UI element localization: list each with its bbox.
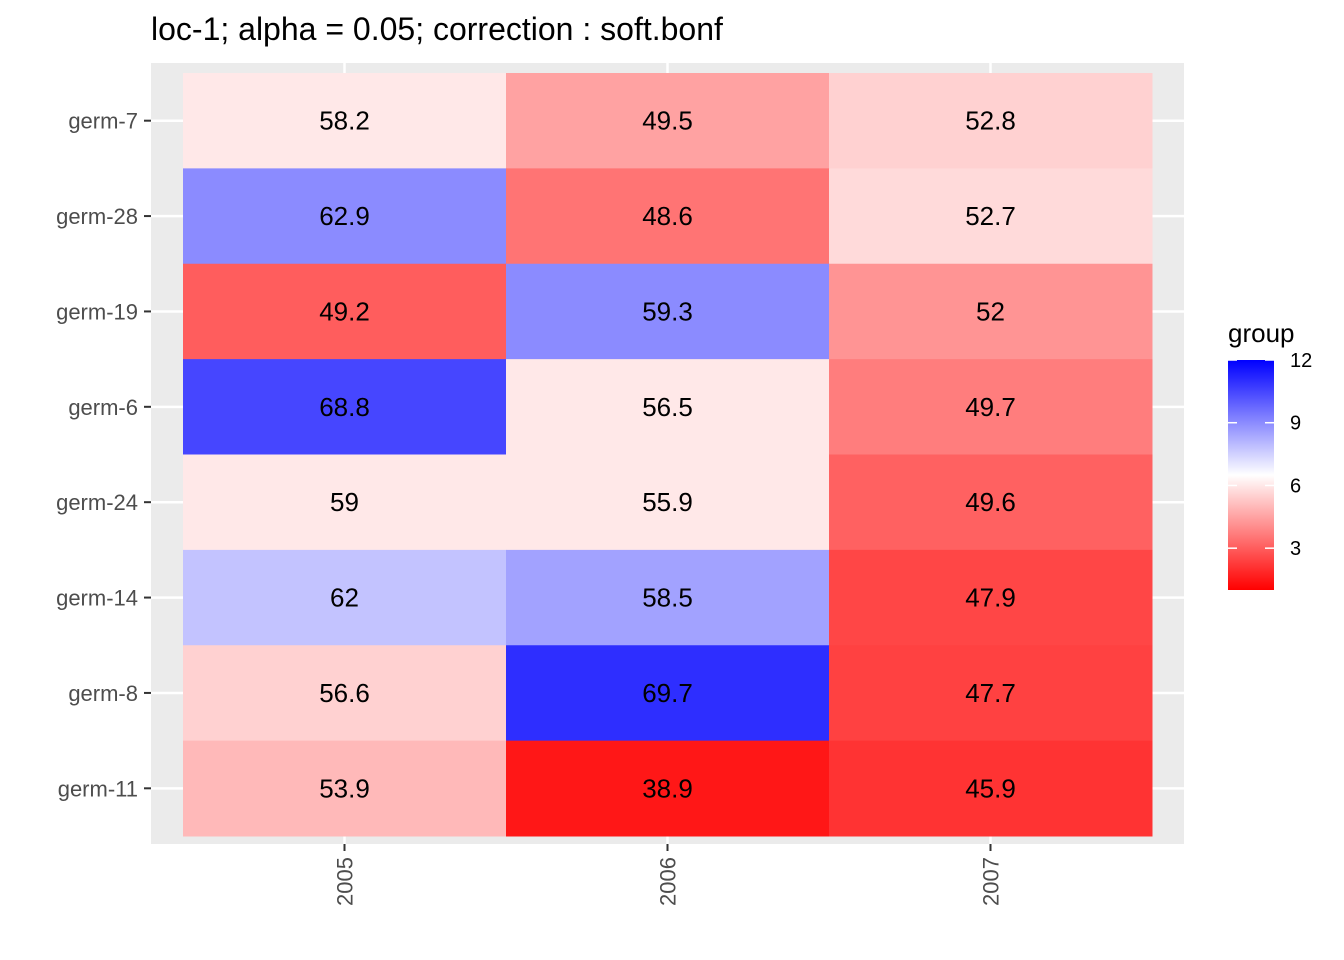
heatmap-cell — [506, 168, 830, 265]
y-tick-label: germ-11 — [58, 776, 138, 801]
cell-value-label: 52.8 — [965, 106, 1016, 136]
legend-title: group — [1228, 318, 1295, 348]
y-tick-label: germ-7 — [68, 109, 138, 134]
cell-value-label: 52 — [976, 296, 1005, 326]
cell-labels: 58.2 49.5 52.8 62.9 48.6 52.7 49.2 59.3 52 68.8 56… — [319, 106, 1016, 804]
heatmap-cell — [506, 359, 830, 455]
cell-value-label: 47.7 — [965, 678, 1016, 708]
heatmap-cell — [183, 168, 507, 265]
x-axis: 2005 2006 2007 — [333, 844, 1004, 906]
heatmap-cell — [506, 645, 830, 742]
cell-value-label: 58.2 — [319, 106, 370, 136]
legend-tick-label: 3 — [1290, 538, 1301, 560]
x-tick-label: 2007 — [979, 857, 1004, 906]
legend-tick-label: 9 — [1290, 413, 1301, 435]
heatmap-cell — [506, 549, 830, 646]
cell-value-label: 45.9 — [965, 773, 1016, 803]
heatmap-cells — [183, 73, 1153, 837]
cell-value-label: 58.5 — [642, 583, 693, 613]
heatmap-cell — [829, 740, 1153, 837]
cell-value-label: 49.2 — [319, 296, 370, 326]
heatmap-cell — [829, 263, 1153, 360]
heatmap-cell — [183, 359, 507, 455]
cell-value-label: 53.9 — [319, 773, 370, 803]
heatmap-cell — [183, 263, 507, 360]
y-tick-label: germ-14 — [56, 586, 138, 611]
cell-value-label: 52.7 — [965, 201, 1016, 231]
y-tick-label: germ-24 — [56, 490, 138, 515]
cell-value-label: 62 — [330, 583, 359, 613]
heatmap-cell — [829, 168, 1153, 265]
cell-value-label: 59.3 — [642, 296, 693, 326]
heatmap-cell — [506, 454, 830, 551]
x-tick-label: 2005 — [333, 857, 358, 906]
heatmap-cell — [506, 263, 830, 360]
legend-tick-label: 6 — [1290, 475, 1301, 497]
cell-value-label: 49.7 — [965, 392, 1016, 422]
heatmap-cell — [183, 740, 507, 837]
y-tick-label: germ-28 — [56, 204, 138, 229]
heatmap-cell — [829, 359, 1153, 455]
heatmap-cell — [183, 73, 507, 169]
legend: group 3 6 9 12 — [1228, 318, 1312, 590]
cell-value-label: 47.9 — [965, 583, 1016, 613]
heatmap-cell — [829, 549, 1153, 646]
cell-value-label: 56.6 — [319, 678, 370, 708]
heatmap-cell — [829, 454, 1153, 551]
x-tick-label: 2006 — [656, 857, 681, 906]
heatmap-cell — [183, 454, 507, 551]
cell-value-label: 68.8 — [319, 392, 370, 422]
heatmap-cell — [506, 740, 830, 837]
heatmap-cell — [829, 645, 1153, 742]
heatmap-cell — [829, 73, 1153, 169]
cell-value-label: 49.6 — [965, 487, 1016, 517]
y-tick-label: germ-8 — [68, 681, 138, 706]
cell-value-label: 59 — [330, 487, 359, 517]
y-tick-label: germ-6 — [68, 395, 138, 420]
cell-value-label: 69.7 — [642, 678, 693, 708]
y-axis: germ-7 germ-28 germ-19 germ-6 germ-24 germ-14… — [56, 109, 151, 801]
legend-tick-label: 12 — [1290, 350, 1312, 372]
chart-title: loc-1; alpha = 0.05; correction : soft.b… — [151, 11, 723, 47]
cell-value-label: 62.9 — [319, 201, 370, 231]
heatmap-cell — [183, 645, 507, 742]
cell-value-label: 56.5 — [642, 392, 693, 422]
cell-value-label: 48.6 — [642, 201, 693, 231]
cell-value-label: 49.5 — [642, 106, 693, 136]
cell-value-label: 38.9 — [642, 773, 693, 803]
y-tick-label: germ-19 — [56, 299, 138, 324]
cell-value-label: 55.9 — [642, 487, 693, 517]
legend-colorbar — [1228, 360, 1274, 590]
heatmap-cell — [183, 549, 507, 646]
heatmap-cell — [506, 73, 830, 169]
